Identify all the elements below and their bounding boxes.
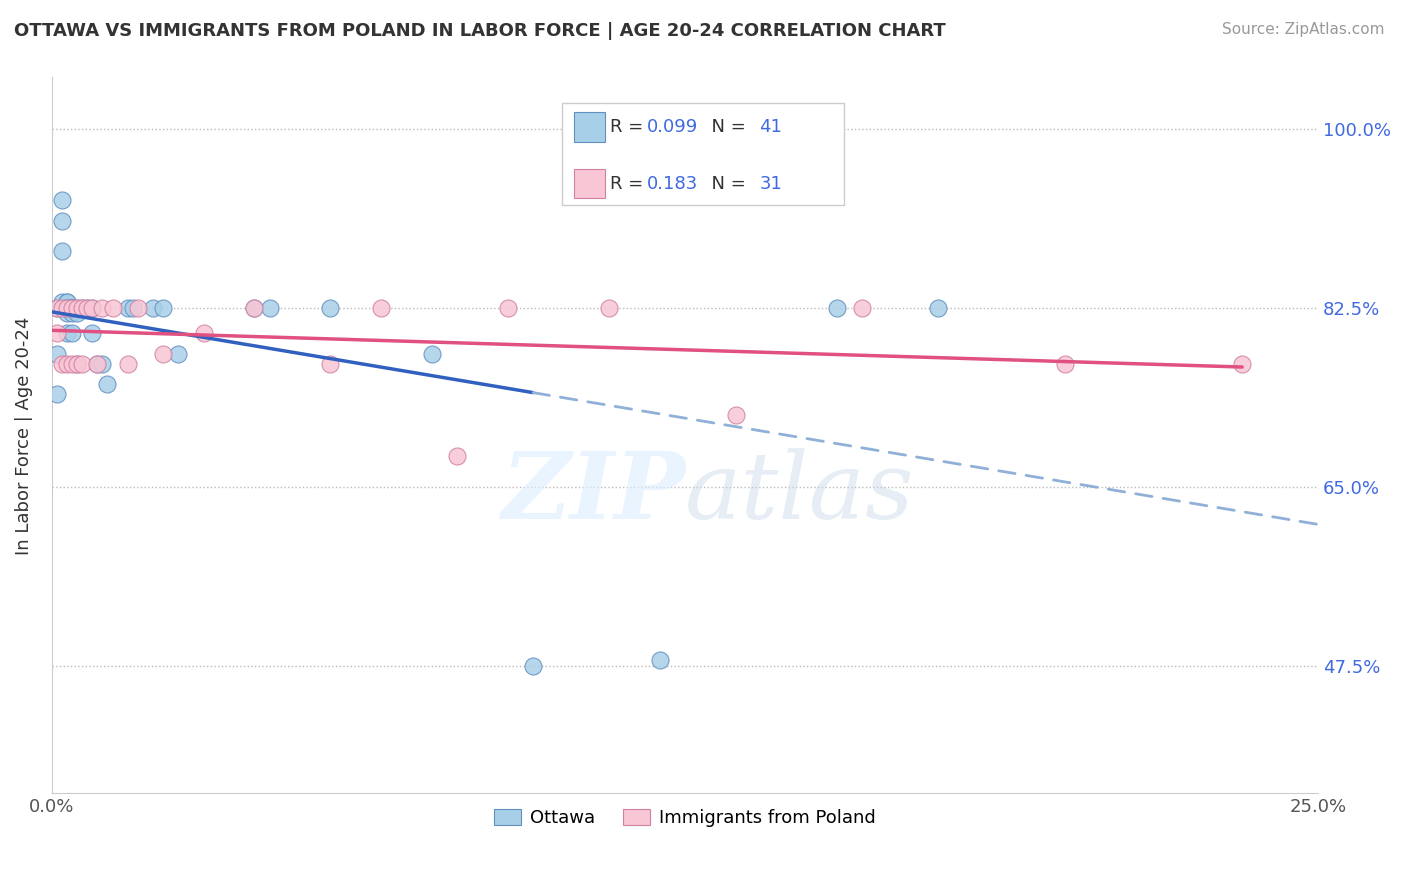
Point [851,301,873,315]
Point [56,357,79,371]
Point [193,326,215,340]
Point [117,357,139,371]
Point [51,193,73,207]
Point [56,295,79,310]
Point [51,301,73,315]
Point [86,357,108,371]
Point [1053,357,1076,371]
Point [66,306,89,320]
Point [243,301,266,315]
Point [45,346,67,360]
Point [70,301,93,315]
Point [56,295,79,310]
Text: R =: R = [610,175,650,193]
Point [101,301,124,315]
Text: N =: N = [700,175,752,193]
Point [60,301,83,315]
Point [496,301,519,315]
Point [259,301,281,315]
Point [56,326,79,340]
Point [121,301,143,315]
Point [117,301,139,315]
Point [724,408,747,422]
Text: N =: N = [700,119,752,136]
Point [51,357,73,371]
Point [319,301,342,315]
Point [76,301,98,315]
Point [60,301,83,315]
Point [82,301,104,315]
Point [51,213,73,227]
Point [370,301,392,315]
Point [51,244,73,259]
Point [56,301,79,315]
Point [152,301,174,315]
Point [598,301,620,315]
Point [60,306,83,320]
Text: atlas: atlas [685,448,914,538]
Y-axis label: In Labor Force | Age 20-24: In Labor Force | Age 20-24 [15,316,32,555]
Text: Source: ZipAtlas.com: Source: ZipAtlas.com [1222,22,1385,37]
Text: 41: 41 [759,119,782,136]
Point [70,357,93,371]
Point [45,387,67,401]
Text: ZIP: ZIP [501,448,685,538]
Point [825,301,848,315]
Point [66,301,89,315]
Point [82,326,104,340]
Point [70,301,93,315]
Text: OTTAWA VS IMMIGRANTS FROM POLAND IN LABOR FORCE | AGE 20-24 CORRELATION CHART: OTTAWA VS IMMIGRANTS FROM POLAND IN LABO… [14,22,946,40]
Point [96,377,118,392]
Point [142,301,165,315]
Legend: Ottawa, Immigrants from Poland: Ottawa, Immigrants from Poland [486,802,883,834]
Point [66,357,89,371]
Point [1230,357,1253,371]
Point [522,658,544,673]
Point [243,301,266,315]
Point [66,301,89,315]
Point [152,346,174,360]
Point [60,301,83,315]
Point [51,295,73,310]
Point [319,357,342,371]
Point [91,357,114,371]
Point [56,301,79,315]
Point [60,357,83,371]
Point [82,301,104,315]
Point [420,346,443,360]
Point [127,301,149,315]
Point [45,301,67,315]
Point [66,357,89,371]
Point [56,301,79,315]
Point [167,346,190,360]
Point [56,306,79,320]
Point [446,449,468,463]
Point [927,301,949,315]
Point [76,301,98,315]
Point [60,326,83,340]
Text: 0.099: 0.099 [647,119,697,136]
Point [60,301,83,315]
Point [648,653,671,667]
Point [86,357,108,371]
Text: R =: R = [610,119,650,136]
Point [91,301,114,315]
Point [45,301,67,315]
Text: 31: 31 [759,175,782,193]
Point [45,326,67,340]
Text: 0.183: 0.183 [647,175,697,193]
